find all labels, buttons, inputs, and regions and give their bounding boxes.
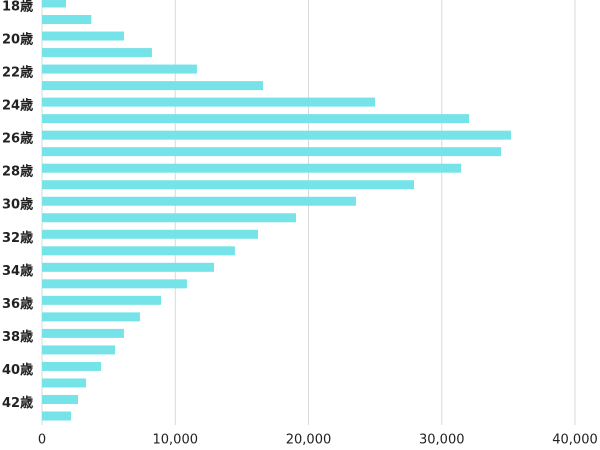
y-tick-label: 30歳 [2,197,33,213]
bar [42,180,415,190]
bar [42,48,152,58]
bar [42,394,78,404]
y-tick-label: 42歳 [2,395,33,411]
bar [42,246,235,256]
y-tick-label: 18歳 [2,0,33,15]
x-tick-label: 30,000 [419,433,465,448]
bar [42,378,86,388]
bar [42,279,187,289]
bar [42,163,462,173]
x-tick-label: 10,000 [153,433,199,448]
bar [42,81,264,91]
bar [42,312,140,322]
y-tick-label: 28歳 [2,164,33,180]
bar [42,196,356,206]
x-tick-label: 20,000 [286,433,332,448]
bar [42,130,512,140]
x-tick-label: 40,000 [552,433,598,448]
bar [42,345,116,355]
bar [42,295,161,305]
bar [42,262,215,272]
bar [42,97,375,107]
y-tick-label: 32歳 [2,230,33,246]
y-tick-label: 24歳 [2,98,33,114]
y-tick-label: 34歳 [2,263,33,279]
bar [42,328,124,338]
bar [42,411,72,421]
bar [42,114,470,124]
bar [42,213,296,223]
y-tick-label: 36歳 [2,296,33,312]
bar [42,31,124,41]
y-tick-label: 20歳 [2,32,33,48]
x-tick-label: 0 [38,433,46,448]
bar [42,15,92,25]
bar [42,0,66,8]
bar [42,64,197,74]
y-tick-label: 26歳 [2,131,33,147]
y-tick-label: 22歳 [2,65,33,81]
y-tick-label: 38歳 [2,329,33,345]
y-tick-label: 40歳 [2,362,33,378]
bar [42,361,102,371]
bar [42,147,502,157]
bar [42,229,258,239]
